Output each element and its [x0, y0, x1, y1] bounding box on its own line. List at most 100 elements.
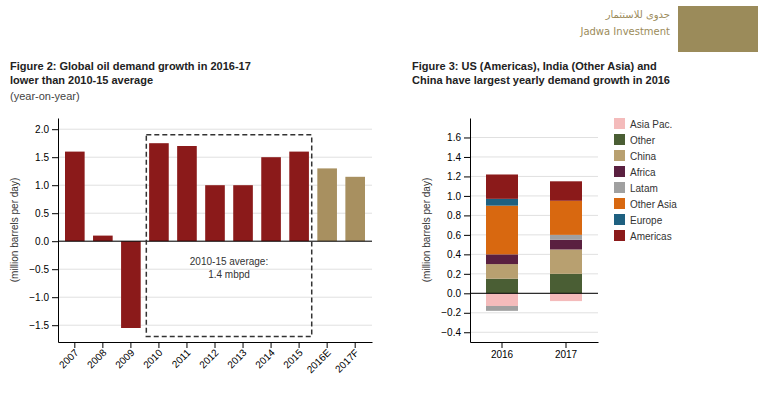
y-tick-mark: [464, 215, 470, 216]
y-tick-mark: [464, 313, 470, 314]
bar-segment: [486, 254, 518, 264]
chart-1: Figure 3: US (Americas), India (Other As…: [412, 6, 758, 360]
y-tick-label: −1.5: [29, 320, 49, 331]
grid-line: [470, 156, 598, 157]
y-tick: 1.0: [447, 191, 470, 202]
bar-segment: [550, 249, 582, 273]
grid-line: [58, 325, 372, 326]
legend-swatch: [614, 198, 625, 209]
legend-item: Europe: [614, 214, 663, 226]
bar: [205, 185, 225, 241]
y-tick-mark: [464, 176, 470, 177]
x-tick-label: 2015: [281, 347, 305, 371]
bar-segment: [486, 293, 518, 306]
y-tick: 0.0: [35, 236, 58, 247]
zero-line: [58, 241, 372, 242]
bar: [177, 146, 197, 241]
y-axis-line: [470, 119, 471, 343]
y-tick: −0.2: [441, 307, 470, 318]
x-tick-mark: [502, 342, 503, 348]
x-tick-mark: [186, 342, 187, 348]
x-tick-label: 2011: [170, 347, 193, 370]
legend-swatch: [614, 134, 625, 145]
y-tick: −1.5: [29, 320, 58, 331]
y-tick-label: 0.8: [447, 210, 461, 221]
y-tick-label: 0.4: [447, 249, 461, 260]
y-tick: −0.4: [441, 327, 470, 338]
grid-line: [58, 157, 372, 158]
legend-label: Africa: [630, 167, 656, 178]
chart-container: Figure 2: Global oil demand growth in 20…: [0, 0, 768, 409]
y-tick-label: 0.6: [447, 230, 461, 241]
grid-line: [58, 129, 372, 130]
annotation-box: [146, 135, 311, 337]
legend: Asia Pac.OtherChinaAfricaLatamOther Asia…: [614, 118, 677, 242]
y-tick-label: 0.0: [447, 288, 461, 299]
bar-segment: [550, 181, 582, 200]
y-tick-label: −0.5: [29, 264, 49, 275]
y-tick-mark: [52, 241, 58, 242]
y-tick-label: 2.0: [35, 124, 49, 135]
y-axis: −1.5−1.0−0.50.00.51.01.52.0: [29, 119, 58, 343]
legend-swatch: [614, 214, 625, 225]
y-tick-label: 0.2: [447, 269, 461, 280]
y-tick-mark: [464, 254, 470, 255]
bar: [289, 152, 309, 242]
y-tick-label: 1.0: [447, 191, 461, 202]
y-tick-mark: [464, 137, 470, 138]
bar-segment: [486, 306, 518, 311]
grid: [58, 129, 372, 325]
bar-segment: [550, 274, 582, 293]
x-tick: 2010: [141, 342, 165, 370]
x-tick-mark: [299, 342, 300, 348]
title-line: China have largest yearly demand growth …: [412, 74, 670, 86]
grid-line: [58, 241, 372, 242]
title: Figure 3: US (Americas), India (Other As…: [412, 60, 670, 86]
bar-segment: [486, 206, 518, 255]
y-tick: 1.0: [35, 180, 58, 191]
y-tick-mark: [52, 129, 58, 130]
y-tick: 0.6: [447, 230, 470, 241]
grid: [470, 137, 598, 332]
y-tick-mark: [464, 274, 470, 275]
annotation-text-line: 1.4 mbpd: [208, 269, 250, 280]
legend-item: China: [614, 150, 657, 162]
zero-line: [470, 293, 598, 294]
legend-swatch: [614, 166, 625, 177]
x-tick-label: 2016: [491, 349, 514, 360]
bar-segment: [550, 201, 582, 235]
logo-text: جدوى للاستثمار: [605, 9, 670, 21]
y-tick-label: −0.2: [441, 307, 461, 318]
x-tick-mark: [566, 342, 567, 348]
bar-segment: [486, 279, 518, 294]
chart-svg: Figure 2: Global oil demand growth in 20…: [0, 0, 768, 409]
x-tick: 2013: [225, 342, 249, 370]
y-axis-title: (million barrels per day): [421, 178, 432, 282]
legend-label: Europe: [630, 215, 663, 226]
y-tick-label: 1.2: [447, 171, 461, 182]
legend-item: Americas: [614, 230, 672, 242]
bar: [345, 177, 365, 241]
x-tick-mark: [327, 342, 328, 348]
y-tick: 0.8: [447, 210, 470, 221]
bars: [486, 174, 582, 310]
chart-0: Figure 2: Global oil demand growth in 20…: [9, 60, 373, 375]
grid-line: [470, 293, 598, 294]
grid-line: [58, 297, 372, 298]
y-tick: 2.0: [35, 124, 58, 135]
bar: [261, 157, 281, 241]
x-tick-mark: [130, 342, 131, 348]
x-axis: 2007200820092010201120122013201420152016…: [57, 342, 373, 375]
bar: [317, 168, 337, 241]
y-tick-label: 1.4: [447, 152, 461, 163]
legend-label: Americas: [630, 231, 672, 242]
legend-item: Other Asia: [614, 198, 677, 210]
bar-segment: [550, 293, 582, 301]
legend-label: Other Asia: [630, 199, 677, 210]
x-tick-mark: [74, 342, 75, 348]
bar-segment: [486, 264, 518, 279]
x-tick: 2015: [281, 342, 305, 370]
bar: [121, 241, 141, 328]
legend-label: Other: [630, 135, 656, 146]
y-tick-mark: [52, 213, 58, 214]
